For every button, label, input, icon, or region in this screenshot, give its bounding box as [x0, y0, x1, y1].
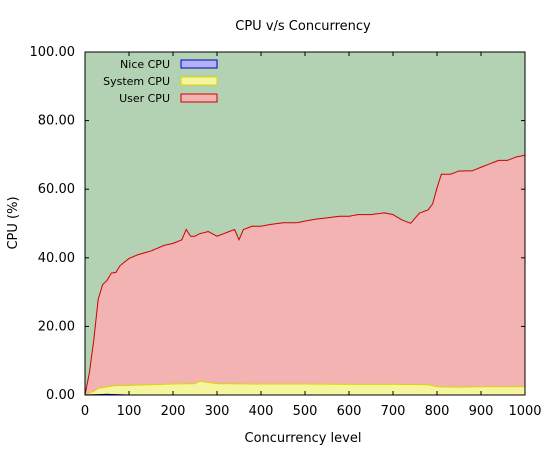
- y-tick-label: 40.00: [38, 251, 75, 266]
- y-axis-label: CPU (%): [6, 196, 21, 249]
- y-tick-label: 20.00: [38, 319, 75, 334]
- x-tick-label: 100: [117, 404, 142, 419]
- legend: Nice CPU System CPU User CPU: [103, 58, 218, 105]
- x-tick-label: 900: [469, 404, 494, 419]
- y-tick-label: 0.00: [46, 388, 75, 403]
- x-axis-label: Concurrency level: [245, 431, 362, 446]
- y-tick-label: 60.00: [38, 182, 75, 197]
- plot-frame: [84, 51, 526, 396]
- y-tick-label: 80.00: [38, 114, 75, 129]
- x-tick-label: 0: [81, 404, 89, 419]
- x-tick-label: 600: [337, 404, 362, 419]
- user-cpu-line: [84, 154, 526, 396]
- x-tick-label: 200: [161, 404, 186, 419]
- axis-ticks: 0 100 200 300 400 500 600 700 800 900 1000 0.00 20.0…: [30, 45, 542, 419]
- x-tick-label: 1000: [508, 404, 541, 419]
- y-tick-label: 100.00: [30, 45, 76, 60]
- x-tick-label: 700: [381, 404, 406, 419]
- area-series-group: [84, 154, 526, 396]
- x-tick-label: 400: [249, 404, 274, 419]
- legend-label-user: User CPU: [119, 92, 170, 105]
- user-cpu-area: [85, 155, 525, 395]
- legend-label-system: System CPU: [103, 75, 170, 88]
- x-tick-label: 800: [425, 404, 450, 419]
- legend-label-nice: Nice CPU: [120, 58, 170, 71]
- legend-swatch-nice: [180, 59, 218, 69]
- x-tick-label: 300: [205, 404, 230, 419]
- legend-swatch-system: [180, 76, 218, 86]
- legend-swatch-user: [180, 93, 218, 103]
- system-cpu-line: [84, 380, 525, 396]
- chart-title: CPU v/s Concurrency: [235, 19, 371, 34]
- x-tick-label: 500: [293, 404, 318, 419]
